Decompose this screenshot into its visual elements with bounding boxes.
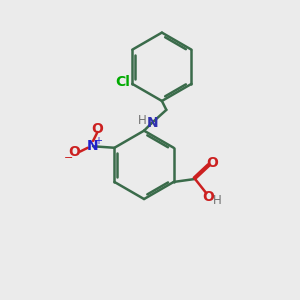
Text: O: O [69, 145, 81, 159]
Text: H: H [138, 114, 147, 128]
Text: N: N [147, 116, 159, 130]
Text: O: O [202, 190, 214, 204]
Text: O: O [92, 122, 104, 136]
Text: −: − [64, 153, 74, 163]
Text: O: O [206, 156, 218, 170]
Text: N: N [87, 139, 99, 153]
Text: Cl: Cl [115, 75, 130, 89]
Text: H: H [213, 194, 222, 208]
Text: +: + [94, 136, 102, 146]
